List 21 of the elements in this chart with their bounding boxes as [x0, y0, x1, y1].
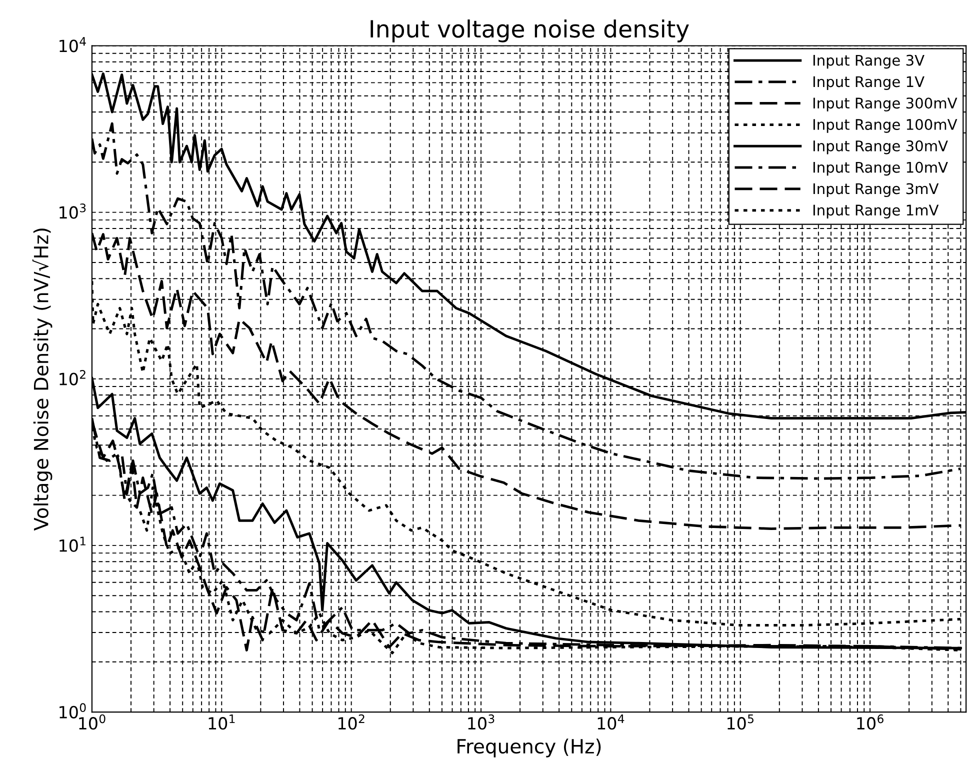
chart-title: Input voltage noise density — [370, 19, 689, 42]
y-tick-label: 10$^{3}$ — [60, 203, 86, 219]
y-tick-label: 10$^{1}$ — [60, 536, 86, 552]
y-tick-label: 10$^{2}$ — [60, 370, 86, 386]
y-tick-label: 10$^{4}$ — [60, 37, 86, 52]
legend-label: Input Range 100mV — [813, 118, 958, 133]
legend-label: Input Range 10mV — [813, 162, 948, 176]
legend-label: Input Range 3mV — [813, 183, 939, 198]
legend-label: Input Range 300mV — [813, 98, 958, 112]
x-tick-label: 10$^{5}$ — [728, 714, 754, 730]
x-tick-label: 10$^{4}$ — [598, 714, 624, 730]
legend-label: Input Range 1mV — [813, 204, 939, 218]
x-tick-label: 10$^{2}$ — [338, 714, 364, 730]
legend-label: Input Range 3V — [813, 54, 924, 69]
legend-label: Input Range 1V — [813, 76, 924, 90]
x-axis-title: Frequency (Hz) — [458, 738, 601, 758]
x-tick-label: 10$^{6}$ — [857, 714, 884, 730]
x-tick-label: 10$^{1}$ — [208, 714, 235, 730]
y-axis-title: Voltage Noise Density (nV/√Hz) — [32, 228, 52, 531]
x-tick-label: 10$^{3}$ — [468, 714, 494, 730]
legend-label: Input Range 30mV — [813, 140, 948, 154]
